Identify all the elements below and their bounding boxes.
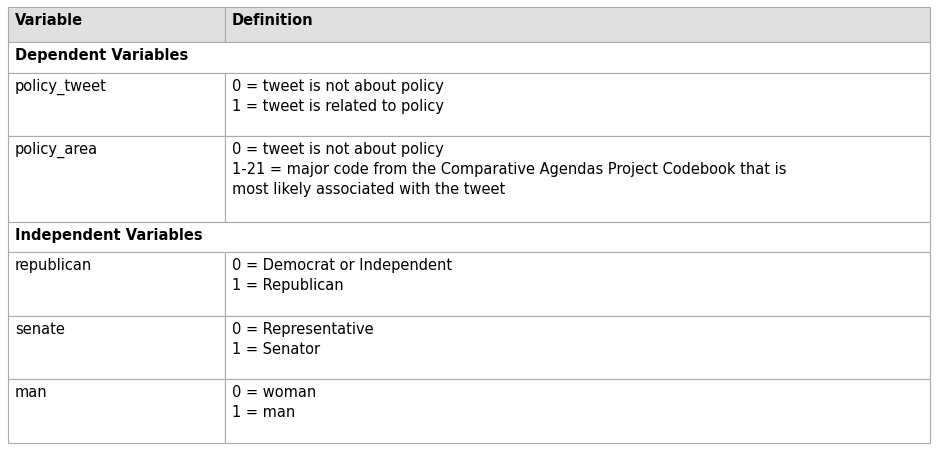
Text: Dependent Variables: Dependent Variables (15, 48, 189, 63)
Bar (8, 253, 225, 316)
Text: policy_area: policy_area (15, 142, 98, 158)
Text: 0 = woman
1 = man: 0 = woman 1 = man (232, 385, 316, 419)
Bar (225, 316, 930, 380)
Bar (8, 380, 225, 443)
Text: senate: senate (15, 321, 65, 336)
Bar (8, 222, 930, 253)
Text: Definition: Definition (232, 13, 313, 28)
Bar (8, 316, 225, 380)
Text: republican: republican (15, 258, 92, 273)
Text: 0 = tweet is not about policy
1-21 = major code from the Comparative Agendas Pro: 0 = tweet is not about policy 1-21 = maj… (232, 142, 786, 197)
Bar (225, 8, 930, 43)
Bar (8, 74, 225, 137)
Text: Independent Variables: Independent Variables (15, 227, 203, 242)
Text: Variable: Variable (15, 13, 83, 28)
Bar (8, 8, 225, 43)
Bar (225, 74, 930, 137)
Bar (8, 137, 225, 222)
Text: 0 = Representative
1 = Senator: 0 = Representative 1 = Senator (232, 321, 373, 356)
Text: man: man (15, 385, 48, 400)
Bar (225, 253, 930, 316)
Bar (225, 137, 930, 222)
Text: 0 = Democrat or Independent
1 = Republican: 0 = Democrat or Independent 1 = Republic… (232, 258, 452, 293)
Text: 0 = tweet is not about policy
1 = tweet is related to policy: 0 = tweet is not about policy 1 = tweet … (232, 78, 444, 113)
Bar (8, 43, 930, 74)
Bar (225, 380, 930, 443)
Text: policy_tweet: policy_tweet (15, 78, 107, 95)
